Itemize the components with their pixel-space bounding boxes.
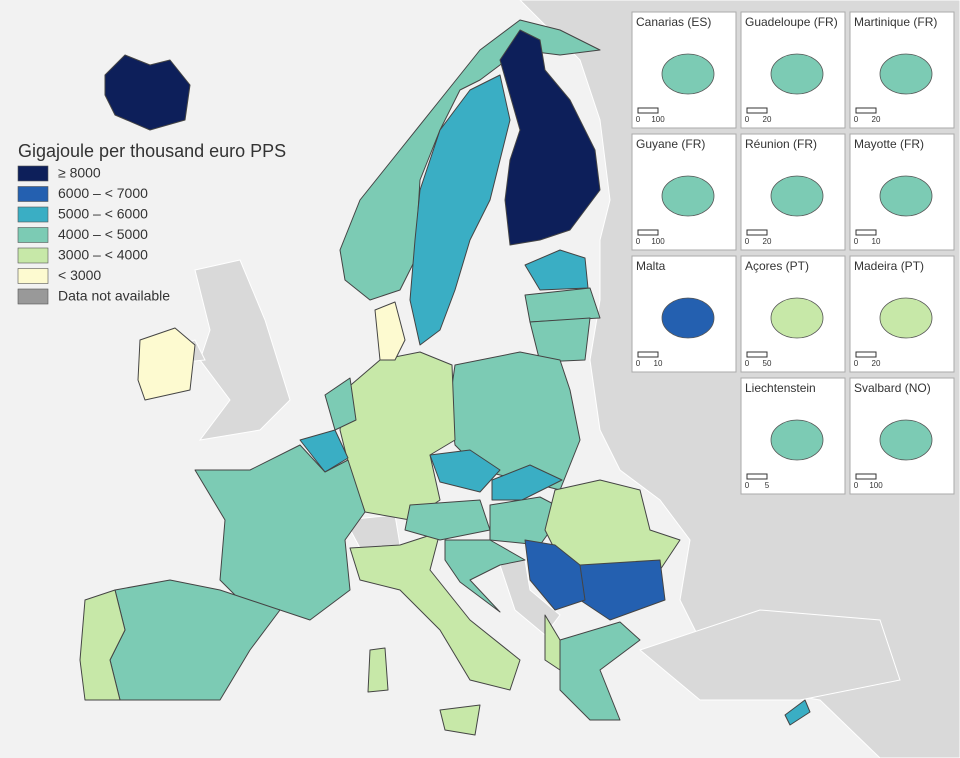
scale-bar	[637, 351, 659, 358]
scale-label: 0	[745, 237, 750, 246]
scale-bar	[637, 107, 659, 114]
scale-bar	[746, 351, 768, 358]
scale-label: 0	[745, 359, 750, 368]
scale-label: 0	[745, 115, 750, 124]
legend-label: < 3000	[58, 267, 101, 283]
inset-region	[661, 53, 715, 95]
inset-region	[770, 297, 824, 339]
inset-label: Svalbard (NO)	[854, 381, 931, 395]
inset-label: Liechtenstein	[745, 381, 816, 395]
scale-label: 10	[654, 359, 663, 368]
legend-swatch	[17, 186, 49, 202]
scale-bar	[855, 107, 877, 114]
scale-label: 20	[872, 115, 881, 124]
inset-region	[879, 419, 933, 461]
inset-label: Açores (PT)	[745, 259, 809, 273]
inset-region	[661, 297, 715, 339]
legend-title: Gigajoule per thousand euro PPS	[18, 141, 286, 161]
inset: Martinique (FR) 0 20	[849, 11, 955, 129]
scale-label: 100	[869, 481, 883, 490]
scale-bar	[855, 473, 877, 480]
inset-label: Guyane (FR)	[636, 137, 705, 151]
scale-bar	[746, 107, 768, 114]
scale-bar	[855, 229, 877, 236]
inset-label: Réunion (FR)	[745, 137, 817, 151]
inset: Guadeloupe (FR) 0 20	[740, 11, 846, 129]
inset-label: Canarias (ES)	[636, 15, 711, 29]
scale-label: 100	[651, 115, 665, 124]
inset-region	[770, 175, 824, 217]
legend-swatch	[17, 227, 49, 243]
legend-swatch	[17, 247, 49, 264]
scale-label: 5	[765, 481, 770, 490]
legend-label: ≥ 8000	[58, 165, 101, 181]
scale-label: 100	[651, 237, 665, 246]
inset: Liechtenstein 0 5	[740, 377, 846, 495]
inset-region	[879, 297, 933, 339]
inset: Guyane (FR) 0 100	[631, 133, 737, 251]
inset-region	[879, 53, 933, 95]
scale-bar	[746, 473, 768, 480]
inset-region	[770, 419, 824, 461]
inset: Açores (PT) 0 50	[740, 255, 846, 373]
inset: Madeira (PT) 0 20	[849, 255, 955, 373]
legend-label: Data not available	[58, 288, 170, 304]
scale-label: 0	[636, 237, 641, 246]
scale-label: 20	[872, 359, 881, 368]
scale-bar	[637, 229, 659, 236]
scale-label: 20	[763, 115, 772, 124]
legend-swatch	[17, 288, 49, 305]
legend: Gigajoule per thousand euro PPS ≥ 8000 60…	[17, 141, 286, 305]
inset: Réunion (FR) 0 20	[740, 133, 846, 251]
inset: Mayotte (FR) 0 10	[849, 133, 955, 251]
scale-label: 0	[745, 481, 750, 490]
legend-label: 5000 – < 6000	[58, 206, 148, 222]
countries	[79, 19, 811, 736]
legend-label: 3000 – < 4000	[58, 247, 148, 263]
scale-label: 0	[636, 115, 641, 124]
scale-label: 0	[854, 237, 859, 246]
scale-label: 20	[763, 237, 772, 246]
scale-label: 0	[854, 359, 859, 368]
scale-label: 50	[763, 359, 772, 368]
inset-label: Madeira (PT)	[854, 259, 924, 273]
legend-swatch	[17, 206, 49, 223]
legend-swatch	[17, 268, 49, 284]
legend-label: 4000 – < 5000	[58, 226, 148, 242]
inset: Canarias (ES) 0 100	[631, 11, 737, 129]
inset: Svalbard (NO) 0 100	[849, 377, 955, 495]
legend-label: 6000 – < 7000	[58, 185, 148, 201]
inset: Malta 0 10	[631, 255, 737, 373]
inset-label: Martinique (FR)	[854, 15, 937, 29]
inset-label: Mayotte (FR)	[854, 137, 924, 151]
scale-label: 0	[636, 359, 641, 368]
scale-bar	[855, 351, 877, 358]
inset-region	[879, 175, 933, 217]
inset-region	[661, 175, 715, 217]
scale-label: 0	[854, 115, 859, 124]
inset-label: Guadeloupe (FR)	[745, 15, 838, 29]
inset-label: Malta	[636, 259, 666, 273]
scale-label: 0	[854, 481, 859, 490]
scale-label: 10	[872, 237, 881, 246]
inset-region	[770, 53, 824, 95]
scale-bar	[746, 229, 768, 236]
legend-swatch	[17, 165, 49, 182]
